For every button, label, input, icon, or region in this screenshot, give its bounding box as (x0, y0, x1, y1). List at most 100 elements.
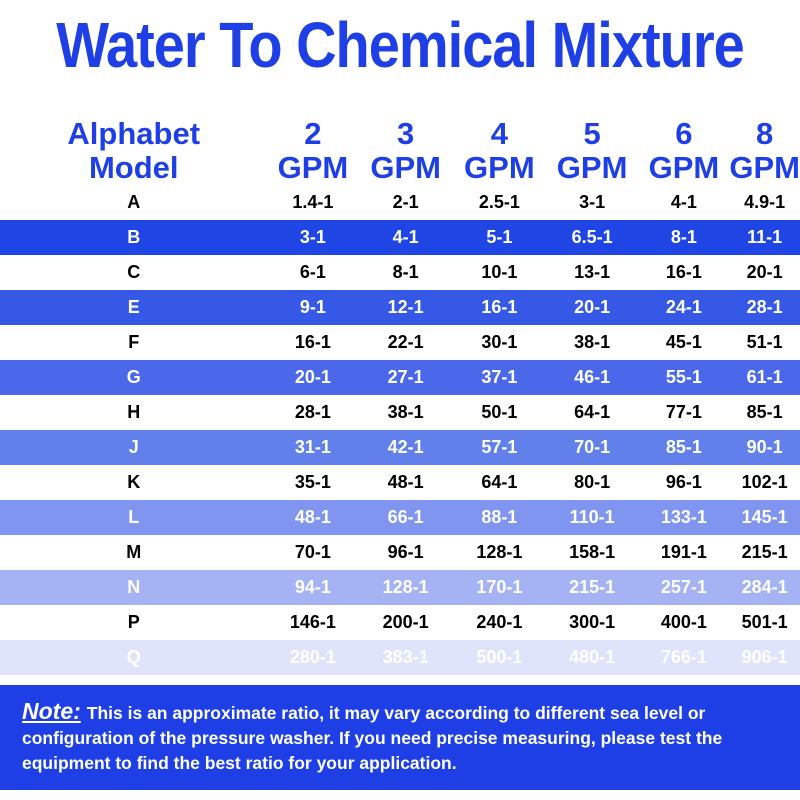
ratio-cell: 96-1 (387, 542, 424, 562)
ratio-cell: 240-1 (476, 612, 523, 632)
ratio-cell: 4.9-1 (744, 192, 786, 212)
ratio-cell: 300-1 (569, 612, 616, 632)
table-row: Q 280-1 383-1 500-1 480-1 766-1 906-1 (0, 640, 800, 675)
header-cell: 5 GPM (546, 112, 639, 185)
header-cell: 6 GPM (638, 112, 729, 185)
ratio-cell: 400-1 (660, 612, 707, 632)
model-cell: G (126, 367, 141, 387)
table-row: H 28-1 38-1 50-1 64-1 77-1 85-1 (0, 395, 800, 430)
ratio-cell: 8-1 (392, 262, 419, 282)
table-row: J 31-1 42-1 57-1 70-1 85-1 90-1 (0, 430, 800, 465)
ratio-cell: 500-1 (476, 647, 523, 667)
ratio-cell: 77-1 (665, 402, 702, 422)
ratio-cell: 48-1 (387, 472, 424, 492)
ratio-cell: 55-1 (665, 367, 702, 387)
ratio-cell: 50-1 (481, 402, 518, 422)
model-cell: P (127, 612, 140, 632)
table-row: K 35-1 48-1 64-1 80-1 96-1 102-1 (0, 465, 800, 500)
ratio-cell: 27-1 (387, 367, 424, 387)
model-cell: Q (126, 647, 141, 667)
table-row: B 3-1 4-1 5-1 6.5-1 8-1 11-1 (0, 220, 800, 255)
ratio-cell: 46-1 (574, 367, 611, 387)
header-cell: 2 GPM (267, 112, 358, 185)
model-cell: J (128, 437, 139, 457)
ratio-cell: 766-1 (660, 647, 707, 667)
model-cell: H (127, 402, 141, 422)
title: Water To Chemical Mixture (56, 8, 745, 81)
note-box: Note: This is an approximate ratio, it ma… (0, 685, 800, 790)
ratio-cell: 128-1 (476, 542, 523, 562)
header-text: 8 GPM (729, 116, 800, 185)
note-label: Note: (22, 698, 81, 724)
ratio-cell: 20-1 (746, 262, 783, 282)
ratio-cell: 383-1 (382, 647, 429, 667)
table-row: C 6-1 8-1 10-1 13-1 16-1 20-1 (0, 255, 800, 290)
ratio-cell: 70-1 (574, 437, 611, 457)
ratio-cell: 85-1 (746, 402, 783, 422)
table-body: A 1.4-1 2-1 2.5-1 3-1 4-1 4.9-1 B 3-1 4-1 5-1 6.5-1… (0, 185, 800, 675)
model-cell: K (127, 472, 141, 492)
ratio-cell: 170-1 (476, 577, 523, 597)
ratio-cell: 480-1 (569, 647, 616, 667)
table-row: L 48-1 66-1 88-1 110-1 133-1 145-1 (0, 500, 800, 535)
table-row: M 70-1 96-1 128-1 158-1 191-1 215-1 (0, 535, 800, 570)
ratio-cell: 31-1 (294, 437, 331, 457)
header-text: 3 GPM (370, 116, 441, 185)
model-cell: A (127, 192, 141, 212)
ratio-cell: 133-1 (660, 507, 707, 527)
ratio-cell: 61-1 (746, 367, 783, 387)
ratio-cell: 146-1 (289, 612, 336, 632)
ratio-cell: 10-1 (481, 262, 518, 282)
ratio-cell: 8-1 (670, 227, 697, 247)
ratio-cell: 215-1 (741, 542, 788, 562)
model-cell: M (126, 542, 142, 562)
model-cell: C (127, 262, 141, 282)
model-cell: B (127, 227, 141, 247)
ratio-cell: 51-1 (746, 332, 783, 352)
ratio-cell: 2.5-1 (478, 192, 520, 212)
ratio-cell: 1.4-1 (292, 192, 334, 212)
ratio-cell: 6.5-1 (571, 227, 613, 247)
ratio-cell: 28-1 (294, 402, 331, 422)
table-row: A 1.4-1 2-1 2.5-1 3-1 4-1 4.9-1 (0, 185, 800, 220)
model-cell: N (127, 577, 141, 597)
header-text: 5 GPM (556, 116, 628, 185)
ratio-cell: 38-1 (387, 402, 424, 422)
header-cell: 8 GPM (729, 112, 800, 185)
ratio-cell: 20-1 (574, 297, 611, 317)
ratio-cell: 16-1 (665, 262, 702, 282)
ratio-cell: 22-1 (387, 332, 424, 352)
ratio-cell: 284-1 (741, 577, 788, 597)
ratio-cell: 20-1 (294, 367, 331, 387)
ratio-cell: 85-1 (665, 437, 702, 457)
ratio-cell: 30-1 (481, 332, 518, 352)
ratio-cell: 64-1 (481, 472, 518, 492)
ratio-cell: 13-1 (574, 262, 611, 282)
ratio-cell: 80-1 (574, 472, 611, 492)
ratio-cell: 11-1 (747, 227, 783, 247)
ratio-cell: 38-1 (574, 332, 611, 352)
ratio-cell: 64-1 (574, 402, 611, 422)
ratio-cell: 12-1 (387, 297, 424, 317)
ratio-cell: 906-1 (741, 647, 788, 667)
header-cell: Alphabet Model (0, 112, 267, 185)
ratio-cell: 45-1 (665, 332, 702, 352)
table-row: P 146-1 200-1 240-1 300-1 400-1 501-1 (0, 605, 800, 640)
ratio-cell: 191-1 (660, 542, 707, 562)
ratio-cell: 215-1 (569, 577, 616, 597)
ratio-cell: 94-1 (294, 577, 331, 597)
mixture-table: Alphabet Model 2 GPM 3 GPM 4 GPM 5 GPM 6 GPM 8… (0, 112, 800, 675)
ratio-cell: 102-1 (741, 472, 788, 492)
ratio-cell: 128-1 (382, 577, 429, 597)
ratio-cell: 145-1 (741, 507, 788, 527)
ratio-cell: 70-1 (294, 542, 331, 562)
ratio-cell: 66-1 (387, 507, 424, 527)
ratio-cell: 110-1 (569, 507, 615, 527)
header-text: 4 GPM (464, 116, 535, 185)
ratio-cell: 16-1 (294, 332, 331, 352)
ratio-cell: 28-1 (746, 297, 783, 317)
header-cell: 3 GPM (358, 112, 453, 185)
ratio-cell: 280-1 (289, 647, 336, 667)
ratio-cell: 48-1 (294, 507, 331, 527)
